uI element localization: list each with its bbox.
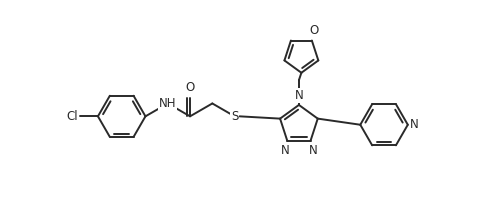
Text: N: N bbox=[280, 144, 288, 157]
Text: O: O bbox=[185, 81, 194, 94]
Text: O: O bbox=[309, 24, 318, 37]
Text: N: N bbox=[294, 89, 303, 102]
Text: NH: NH bbox=[159, 97, 176, 110]
Text: N: N bbox=[308, 144, 317, 157]
Text: Cl: Cl bbox=[66, 110, 78, 123]
Text: N: N bbox=[409, 118, 418, 131]
Text: S: S bbox=[230, 110, 238, 123]
